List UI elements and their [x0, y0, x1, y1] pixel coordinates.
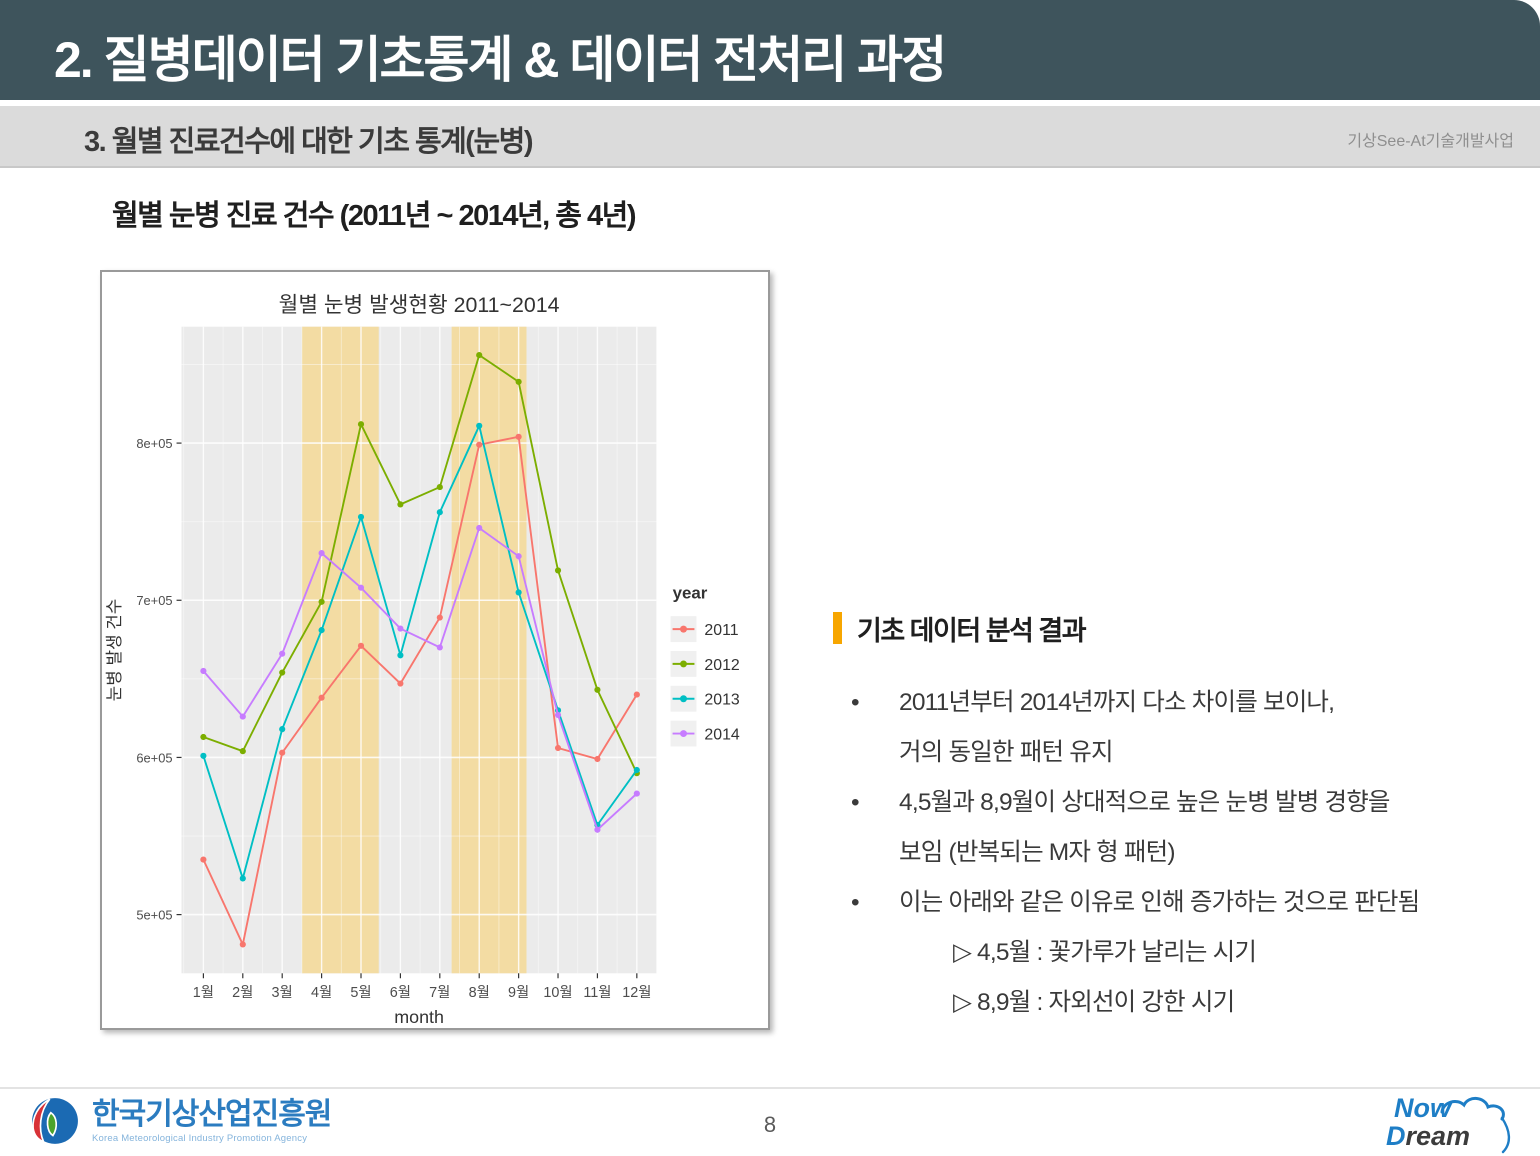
analysis-bullet-3-sub-1: ▷ 4,5월 : 꽃가루가 날리는 시기: [953, 939, 1257, 966]
chart-caption: 월별 눈병 진료 건수 (2011년 ~ 2014년, 총 4년): [112, 200, 636, 232]
svg-text:월별 눈병 발생현황 2011~2014: 월별 눈병 발생현황 2011~2014: [279, 293, 560, 317]
line-chart: 5e+05 6e+05 7e+05 8e+05 1월 2월 3월 4월 5월 6월 7월 8월 9월 10…: [105, 293, 740, 1027]
analysis-bullet-1-line-2: 거의 동일한 패턴 유지: [899, 739, 1113, 766]
kmipa-logo-text: 한국기상산업진흥원 Korea Meteorological Industry …: [92, 1097, 332, 1144]
nowdream-logo-graphic: Now Dream: [1386, 1093, 1511, 1154]
svg-text:4월: 4월: [311, 984, 332, 1001]
svg-text:month: month: [394, 1007, 444, 1027]
project-label: 기상See-At기술개발사업: [1347, 133, 1514, 150]
kmipa-logo-icon: [32, 1098, 78, 1144]
svg-text:눈병 발생 건수: 눈병 발생 건수: [105, 599, 124, 702]
analysis-bullet-2-line-2: 보임 (반복되는 M자 형 패턴): [899, 839, 1176, 866]
kmipa-org-name-kr: 한국기상산업진흥원: [92, 1097, 332, 1131]
slide-title: 2. 질병데이터 기초통계 & 데이터 전처리 과정: [54, 32, 947, 88]
accent-bar-icon: [833, 612, 842, 644]
svg-text:year: year: [673, 583, 708, 602]
svg-text:8e+05: 8e+05: [136, 436, 172, 451]
svg-text:7e+05: 7e+05: [136, 593, 172, 608]
svg-text:6월: 6월: [390, 984, 411, 1001]
svg-text:2013: 2013: [704, 692, 740, 709]
page-number: 8: [763, 1112, 777, 1137]
cloud-icon: [1440, 1097, 1505, 1121]
chart-panel: 5e+05 6e+05 7e+05 8e+05 1월 2월 3월 4월 5월 6월 7월 8월 9월 10…: [100, 270, 770, 1030]
analysis-heading-row: 기초 데이터 분석 결과: [833, 610, 1533, 646]
nowdream-dream-text: Dream: [1386, 1121, 1470, 1151]
kmipa-logo: 한국기상산업진흥원 Korea Meteorological Industry …: [30, 1096, 332, 1146]
section-bar: 3. 월별 진료건수에 대한 기초 통계(눈병) 기상See-At기술개발사업: [0, 106, 1540, 168]
svg-text:5월: 5월: [350, 984, 371, 1001]
svg-text:6e+05: 6e+05: [136, 750, 172, 765]
kmipa-org-name-en: Korea Meteorological Industry Promotion …: [92, 1132, 308, 1144]
analysis-panel: 기초 데이터 분석 결과 2011년부터 2014년까지 다소 차이를 보이나,…: [833, 610, 1533, 1028]
svg-text:11월: 11월: [583, 984, 611, 1001]
nowdream-logo: Now Dream: [1384, 1090, 1524, 1156]
analysis-bullet-1-line-1: 2011년부터 2014년까지 다소 차이를 보이나,: [833, 678, 1533, 728]
section-bar-title: 3. 월별 진료건수에 대한 기초 통계(눈병): [84, 126, 534, 158]
svg-text:1월: 1월: [193, 984, 214, 1001]
svg-text:2012: 2012: [704, 657, 740, 674]
analysis-bullet-2-line-1: 4,5월과 8,9월이 상대적으로 높은 눈병 발병 경향을: [833, 778, 1533, 828]
nowdream-now-text: Now: [1394, 1093, 1453, 1123]
svg-text:5e+05: 5e+05: [136, 908, 172, 923]
analysis-bullet-3-sub-2: ▷ 8,9월 : 자외선이 강한 시기: [953, 989, 1235, 1016]
footer-divider: [0, 1087, 1540, 1089]
analysis-bullet-3-line-1: 이는 아래와 같은 이유로 인해 증가하는 것으로 판단됨: [833, 878, 1533, 928]
analysis-heading: 기초 데이터 분석 결과: [857, 615, 1087, 646]
svg-text:8월: 8월: [469, 984, 490, 1001]
svg-text:7월: 7월: [429, 984, 450, 1001]
slide-header: 2. 질병데이터 기초통계 & 데이터 전처리 과정: [0, 0, 1540, 100]
svg-text:2월: 2월: [232, 984, 253, 1001]
svg-text:2011: 2011: [704, 622, 738, 639]
svg-text:3월: 3월: [272, 984, 293, 1001]
svg-text:2014: 2014: [704, 727, 740, 744]
svg-text:10월: 10월: [543, 984, 572, 1001]
svg-text:12월: 12월: [622, 984, 651, 1001]
svg-text:9월: 9월: [508, 984, 529, 1001]
